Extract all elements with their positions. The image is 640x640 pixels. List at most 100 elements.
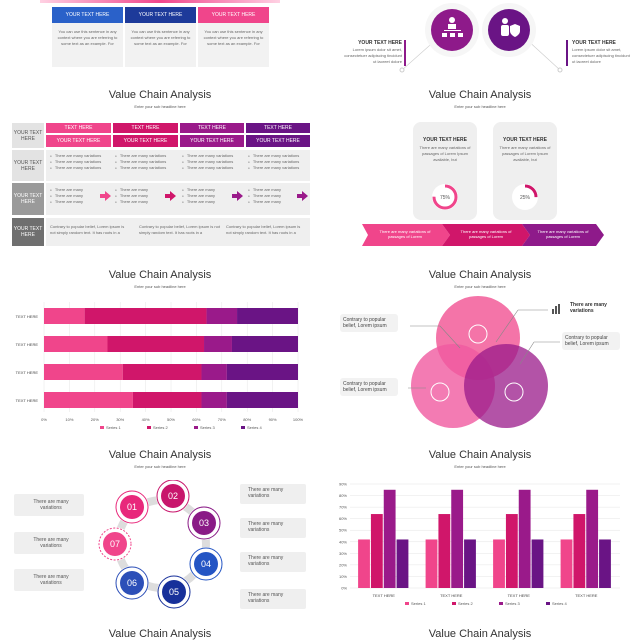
x-tick-label: 40%: [142, 417, 150, 422]
venn-label-right-mid: Contrary to popular belief, Lorem ipsum: [562, 332, 620, 350]
slide-4-title: Value Chain Analysis: [108, 269, 212, 281]
bullet: There are many: [50, 187, 100, 193]
chevron-3-text: There are many variations of passages of…: [537, 229, 589, 239]
bar: [493, 539, 505, 588]
legend-swatch: [194, 426, 198, 429]
legend-label: Series 4: [552, 601, 567, 606]
y-tick-label: 10%: [339, 574, 347, 579]
step-circle: [103, 532, 127, 556]
card-1: YOUR TEXT HERE You can use this sentence…: [52, 7, 123, 67]
y-tick-label: 0%: [341, 586, 347, 591]
step-number: 07: [110, 539, 120, 549]
donut-25: [512, 184, 538, 210]
bar-segment: [201, 392, 227, 408]
chevron-1: [362, 224, 450, 246]
chevron-3: [522, 224, 604, 246]
step-circle-ring: [115, 566, 149, 600]
x-tick-label: 80%: [243, 417, 251, 422]
bar: [438, 514, 451, 588]
step-number: 02: [168, 491, 178, 501]
table-row-4: [46, 218, 310, 246]
legend-label: Series 2: [153, 425, 168, 430]
slide-3-subtitle: Enter your sub headline here: [454, 104, 506, 109]
bar-segment: [122, 364, 202, 380]
card-3-header: YOUR TEXT HERE: [198, 7, 269, 23]
donut-card-2-text: There are many variations of passages of…: [499, 145, 551, 162]
bar: [464, 539, 476, 588]
arrow-right-icon: [297, 191, 308, 201]
stacked-bar-chart: 0% 10% 20% 30% 40% 50% 60% 70% 80% 90% 100% TEXT HE…: [16, 302, 304, 430]
x-tick-label: 60%: [192, 417, 200, 422]
bar-segment: [44, 336, 108, 352]
slide-4-subtitle: Enter your sub headline here: [134, 284, 186, 289]
cycle-left-text-1: There are many variations: [33, 499, 69, 511]
x-tick-label: 20%: [91, 417, 99, 422]
cycle-left-box-2: [14, 532, 84, 554]
x-category-label: TEXT HERE: [508, 593, 531, 598]
bar-chart-icon: [552, 304, 560, 314]
row-label-3: YOUR TEXT HERE: [12, 183, 44, 215]
step-circle-ring: [156, 480, 190, 513]
col-header-2: TEXT HERE: [113, 123, 178, 133]
step-number: 04: [201, 559, 211, 569]
row-label-1: YOUR TEXT HERE: [12, 123, 44, 148]
legend-label: Series 3: [200, 425, 215, 430]
venn-label-left-bottom: Contrary to popular belief, Lorem ipsum: [340, 378, 398, 396]
legend-swatch: [100, 426, 104, 429]
left-text: Lorem ipsum dolor sit amet, consectetuer…: [344, 47, 402, 64]
step-circle: [162, 580, 186, 604]
foot-1: Contrary to popular belief, Lorem ipsum …: [50, 224, 125, 235]
bar: [531, 539, 544, 588]
bar-segment: [231, 336, 298, 352]
bullet: There are many variations: [248, 159, 308, 165]
step-circle: [194, 552, 218, 576]
arrow-right-icon: [232, 191, 243, 201]
network-icon: [504, 382, 524, 402]
cycle-right-text-3: There are many variations: [248, 555, 284, 567]
step-number: 01: [127, 502, 137, 512]
bar-segment: [84, 308, 207, 324]
venn-label-left-top: Contrary to popular belief, Lorem ipsum: [340, 314, 398, 332]
legend-label: Series 1: [411, 601, 426, 606]
row2-col2: There are many variations There are many…: [115, 153, 175, 171]
cycle-right-box-2: [240, 518, 306, 538]
slide-7-title: Value Chain Analysis: [428, 449, 532, 461]
bullet: There are many variations: [248, 165, 308, 171]
legend-label: Series 4: [247, 425, 262, 430]
bar: [396, 539, 409, 588]
card-2-header: YOUR TEXT HERE: [125, 7, 196, 23]
legend-swatch: [241, 426, 245, 429]
x-tick-label: 30%: [116, 417, 124, 422]
foot-2: Contrary to popular belief, Lorem ipsum …: [139, 224, 220, 235]
step-circle-ring: [189, 547, 223, 581]
top-accent-bar: [40, 0, 280, 3]
clustered-bar-chart: 0% 10% 20% 30% 40% 50% 60% 70% 80% 90% TEXT HERE TE…: [339, 482, 620, 606]
y-tick-label: 30%: [339, 551, 347, 556]
slide-7-subtitle: Enter your sub headline here: [454, 464, 506, 469]
slide-2-title: Value Chain Analysis: [108, 89, 212, 101]
bar-segment: [206, 308, 238, 324]
step-circle: [120, 571, 144, 595]
step-circle-ring: [157, 575, 191, 609]
col-header-3: TEXT HERE: [180, 123, 244, 133]
bullet: There are many: [115, 193, 165, 199]
bullet: There are many: [50, 193, 100, 199]
step-number: 05: [169, 587, 179, 597]
donut-card-1-header: YOUR TEXT HERE: [423, 137, 467, 143]
cycle-right-box-1: [240, 484, 306, 504]
y-tick-label: 50%: [339, 528, 347, 533]
y-tick-label: 90%: [339, 482, 347, 487]
brain-gear-icon: [468, 324, 488, 344]
gear-head-icon: [430, 382, 450, 402]
row3-col1: There are many There are many There are …: [50, 187, 100, 205]
right-text: Lorem ipsum dolor sit amet, consectetuer…: [572, 47, 630, 64]
legend-swatch: [499, 602, 503, 605]
legend-swatch: [405, 602, 409, 605]
slide-5-title: Value Chain Analysis: [428, 269, 532, 281]
bar: [425, 539, 438, 588]
top-right-icons: YOUR TEXT HERE Lorem ipsum dolor sit ame…: [320, 0, 640, 80]
slide-2-subtitle: Enter your sub headline here: [134, 104, 186, 109]
card-1-header: YOUR TEXT HERE: [52, 7, 123, 23]
value-table: YOUR TEXT HERE YOUR TEXT HERE YOUR TEXT …: [12, 123, 310, 246]
legend-label: Series 3: [505, 601, 520, 606]
